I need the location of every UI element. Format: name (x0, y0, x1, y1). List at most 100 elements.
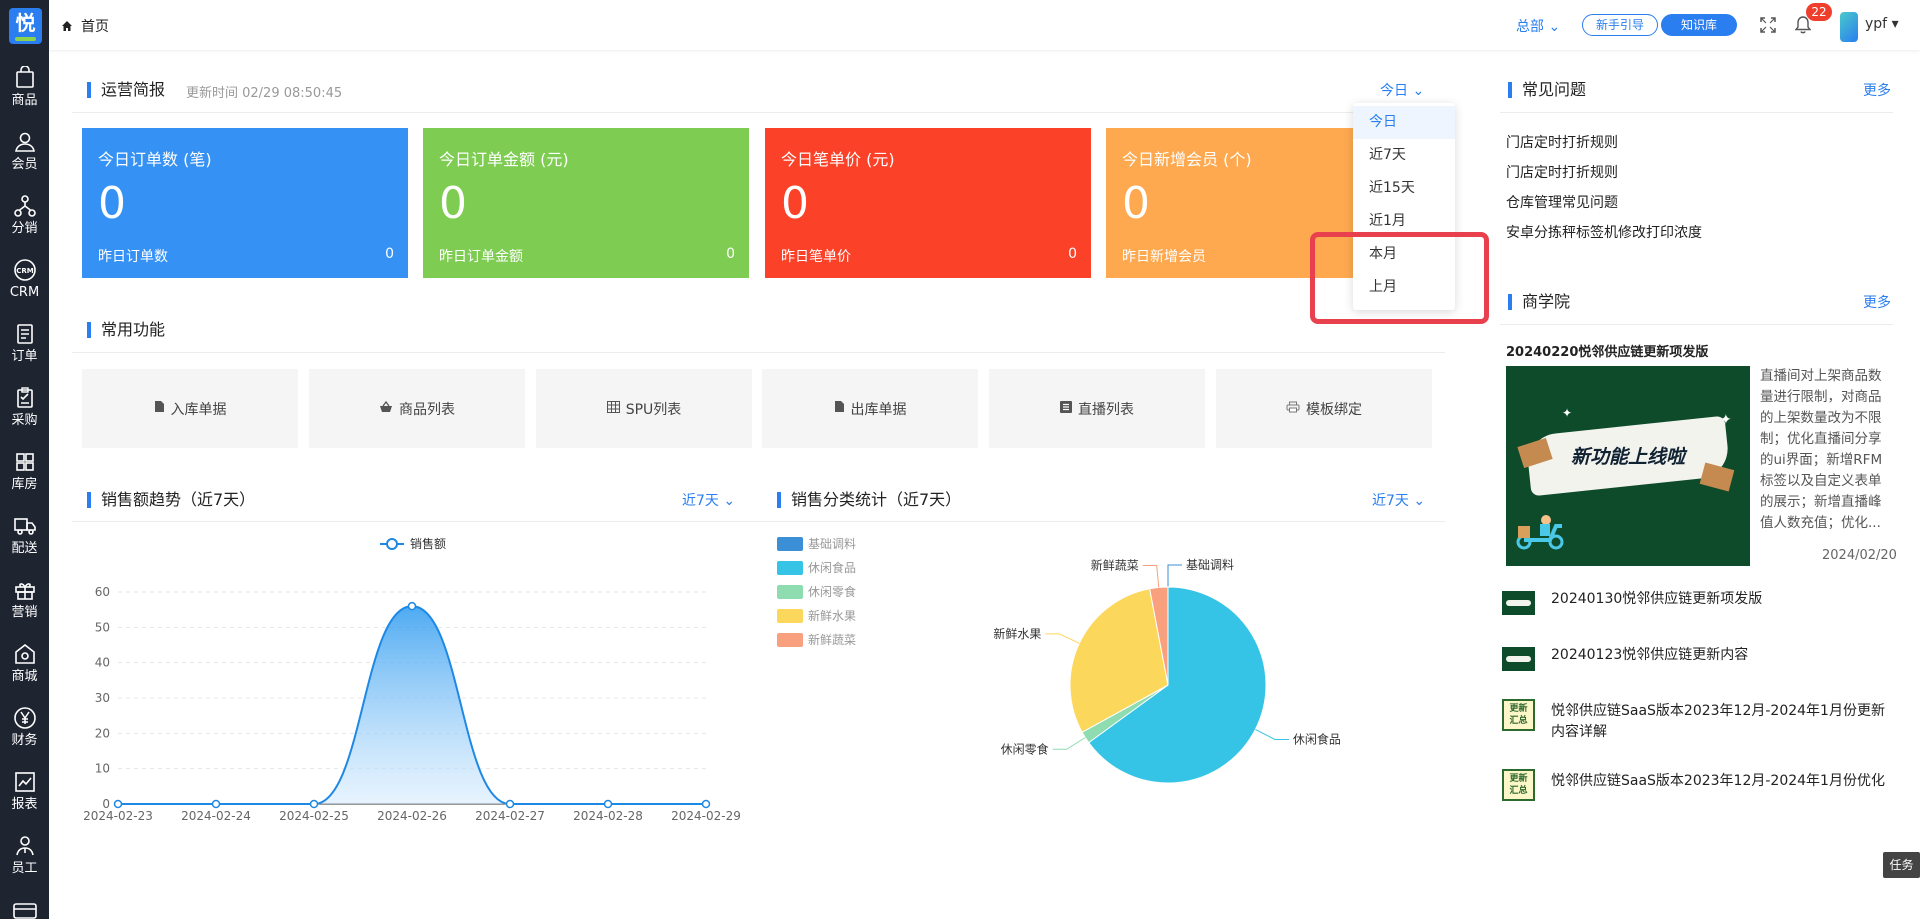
sidebar-item[interactable]: 财务 (0, 702, 49, 762)
faq-item[interactable]: 安卓分拣秤标签机修改打印浓度 (1506, 225, 1702, 241)
kpi-card[interactable]: 今日订单数 (笔) 0 昨日订单数 0 (82, 128, 408, 278)
function-tile[interactable]: 入库单据 (82, 369, 298, 448)
function-tile[interactable]: 模板绑定 (1216, 369, 1432, 448)
overview-period-select[interactable]: 今日 ⌄ (1380, 80, 1424, 100)
faq-item[interactable]: 门店定时打折规则 (1506, 165, 1618, 181)
article-thumbnail (1502, 591, 1535, 615)
data-point[interactable] (309, 799, 319, 809)
sales-trend-period-select[interactable]: 近7天 ⌄ (682, 490, 735, 510)
data-point[interactable] (603, 799, 613, 809)
legend-swatch[interactable] (777, 609, 803, 623)
legend-label[interactable]: 休闲食品 (808, 560, 856, 575)
sidebar-item[interactable]: 商品 (0, 62, 49, 122)
update-time: 更新时间 02/29 08:50:45 (186, 86, 343, 101)
breadcrumb[interactable]: 首页 (61, 16, 109, 36)
legend-swatch[interactable] (777, 585, 803, 599)
chart-legend[interactable]: 销售额 (380, 536, 446, 551)
dropdown-option[interactable]: 本月 (1369, 246, 1397, 262)
faq-title: 常见问题 (1508, 80, 1586, 100)
thumb-text: 更新汇总 (1509, 774, 1528, 796)
label-leader (1167, 564, 1182, 587)
sidebar-item-label: 营销 (11, 605, 38, 620)
app-logo[interactable]: 悦 (9, 8, 42, 44)
sidebar-item[interactable]: 分销 (0, 190, 49, 250)
featured-banner[interactable]: 新功能上线啦 ✦ ✦ (1506, 366, 1750, 566)
pie-slice[interactable] (1088, 586, 1267, 784)
sidebar-item[interactable]: 库房 (0, 446, 49, 506)
kpi-value: 0 (439, 178, 467, 229)
legend-label[interactable]: 新鲜水果 (808, 608, 856, 623)
kpi-card[interactable]: 今日订单金额 (元) 0 昨日订单金额 0 (423, 128, 749, 278)
data-point[interactable] (407, 601, 417, 611)
yen-icon (13, 707, 36, 729)
pie-slice[interactable] (1069, 588, 1169, 733)
data-point[interactable] (211, 799, 221, 809)
dropdown-list: 今日近7天近15天近1月本月上月 (1353, 103, 1455, 304)
function-tile[interactable]: 直播列表 (989, 369, 1205, 448)
featured-article-title[interactable]: 20240220悦邻供应链更新项发版 (1506, 345, 1709, 360)
sidebar-item[interactable]: 配送 (0, 510, 49, 570)
user-menu[interactable]: ypf ▾ (1865, 16, 1899, 32)
kpi-foot-value: 0 (1068, 246, 1077, 262)
network-icon (13, 195, 36, 217)
legend-label: 销售额 (410, 536, 446, 551)
org-selector[interactable]: 总部 ⌄ (1516, 16, 1560, 36)
function-tile[interactable]: 出库单据 (762, 369, 978, 448)
dropdown-option[interactable]: 近1月 (1369, 213, 1406, 229)
knowledge-base-button[interactable]: 知识库 (1661, 14, 1737, 36)
sales-trend-title: 销售额趋势（近7天） (87, 490, 255, 510)
legend-swatch[interactable] (777, 633, 803, 647)
legend-label[interactable]: 基础调料 (808, 537, 856, 551)
academy-more-link[interactable]: 更多 (1863, 295, 1891, 311)
divider (72, 112, 1445, 113)
kpi-card[interactable]: 今日笔单价 (元) 0 昨日笔单价 0 (765, 128, 1091, 278)
sidebar-item[interactable]: 营销 (0, 574, 49, 634)
chevron-down-icon: ⌄ (723, 493, 736, 509)
sidebar-item[interactable]: 会员 (0, 126, 49, 186)
pie-slice[interactable] (1149, 586, 1169, 686)
bag-icon (15, 66, 34, 88)
sidebar-item[interactable]: CRM CRM (0, 254, 49, 314)
data-point[interactable] (701, 799, 711, 809)
faq-item[interactable]: 仓库管理常见问题 (1506, 195, 1618, 211)
faq-more-link[interactable]: 更多 (1863, 83, 1891, 99)
data-point[interactable] (113, 799, 123, 809)
featured-date: 2024/02/20 (1822, 548, 1897, 563)
sidebar-item[interactable]: 报表 (0, 766, 49, 826)
legend-swatch[interactable] (777, 537, 803, 551)
category-period-select[interactable]: 近7天 ⌄ (1372, 490, 1425, 510)
avatar[interactable] (1840, 12, 1858, 42)
sidebar-item[interactable]: 商城 (0, 638, 49, 698)
bell-icon[interactable] (1795, 16, 1811, 34)
y-tick-label: 40 (95, 656, 110, 670)
slice-label: 新鲜水果 (993, 626, 1041, 641)
truck-icon (13, 518, 36, 535)
dropdown-option[interactable]: 近15天 (1369, 180, 1415, 196)
kpi-value: 0 (1122, 178, 1150, 229)
function-tile[interactable]: 商品列表 (309, 369, 525, 448)
sidebar-item[interactable]: 采购 (0, 382, 49, 442)
crm-icon: CRM (13, 259, 36, 281)
label-leader (1255, 729, 1289, 740)
legend-swatch[interactable] (777, 561, 803, 575)
breadcrumb-home: 首页 (81, 19, 109, 35)
sidebar-item[interactable]: 员工 (0, 830, 49, 890)
function-tile[interactable]: SPU列表 (536, 369, 752, 448)
kpi-foot-label: 昨日新增会员 (1122, 249, 1206, 265)
sidebar-item-more[interactable] (0, 896, 49, 919)
data-point[interactable] (505, 799, 515, 809)
legend-label[interactable]: 休闲零食 (808, 584, 856, 599)
article-thumbnail: 更新汇总 (1502, 769, 1535, 801)
legend-label[interactable]: 新鲜蔬菜 (808, 632, 856, 647)
fullscreen-icon[interactable] (1760, 17, 1776, 33)
task-button[interactable]: 任务 (1883, 852, 1920, 878)
period-label: 近7天 (682, 493, 719, 509)
sidebar-item-label: 员工 (11, 861, 38, 876)
faq-item[interactable]: 门店定时打折规则 (1506, 135, 1618, 151)
sidebar-item[interactable]: 订单 (0, 318, 49, 378)
dropdown-option[interactable]: 今日 (1353, 106, 1455, 139)
guide-button[interactable]: 新手引导 (1582, 14, 1658, 36)
dropdown-option[interactable]: 上月 (1369, 279, 1397, 295)
dropdown-option[interactable]: 近7天 (1369, 147, 1406, 163)
article-thumbnail: 更新汇总 (1502, 699, 1535, 731)
